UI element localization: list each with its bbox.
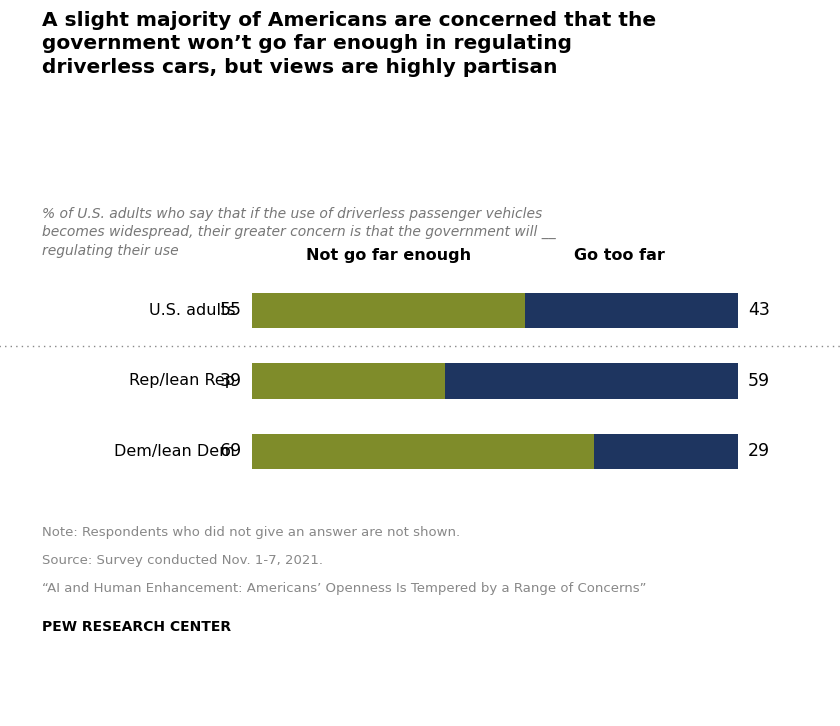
Text: Note: Respondents who did not give an answer are not shown.: Note: Respondents who did not give an an… bbox=[42, 526, 460, 539]
Text: Source: Survey conducted Nov. 1-7, 2021.: Source: Survey conducted Nov. 1-7, 2021. bbox=[42, 554, 323, 567]
Text: 29: 29 bbox=[748, 442, 770, 460]
Bar bbox=[252, 433, 594, 469]
Text: 55: 55 bbox=[220, 301, 242, 319]
Text: % of U.S. adults who say that if the use of driverless passenger vehicles
become: % of U.S. adults who say that if the use… bbox=[42, 207, 556, 258]
Text: 39: 39 bbox=[220, 372, 242, 390]
Text: U.S. adults: U.S. adults bbox=[149, 303, 235, 318]
Text: Go too far: Go too far bbox=[574, 248, 664, 263]
Bar bbox=[252, 363, 445, 399]
Bar bbox=[445, 363, 738, 399]
Bar bbox=[252, 293, 525, 328]
Bar bbox=[594, 433, 738, 469]
Text: 43: 43 bbox=[748, 301, 770, 319]
Text: 69: 69 bbox=[220, 442, 242, 460]
Text: PEW RESEARCH CENTER: PEW RESEARCH CENTER bbox=[42, 620, 231, 634]
Text: “AI and Human Enhancement: Americans’ Openness Is Tempered by a Range of Concern: “AI and Human Enhancement: Americans’ Op… bbox=[42, 582, 647, 595]
Text: Not go far enough: Not go far enough bbox=[306, 248, 471, 263]
Text: Rep/lean Rep: Rep/lean Rep bbox=[129, 373, 235, 388]
Text: A slight majority of Americans are concerned that the
government won’t go far en: A slight majority of Americans are conce… bbox=[42, 11, 656, 77]
Text: 59: 59 bbox=[748, 372, 770, 390]
Bar bbox=[525, 293, 738, 328]
Text: Dem/lean Dem: Dem/lean Dem bbox=[114, 444, 235, 459]
